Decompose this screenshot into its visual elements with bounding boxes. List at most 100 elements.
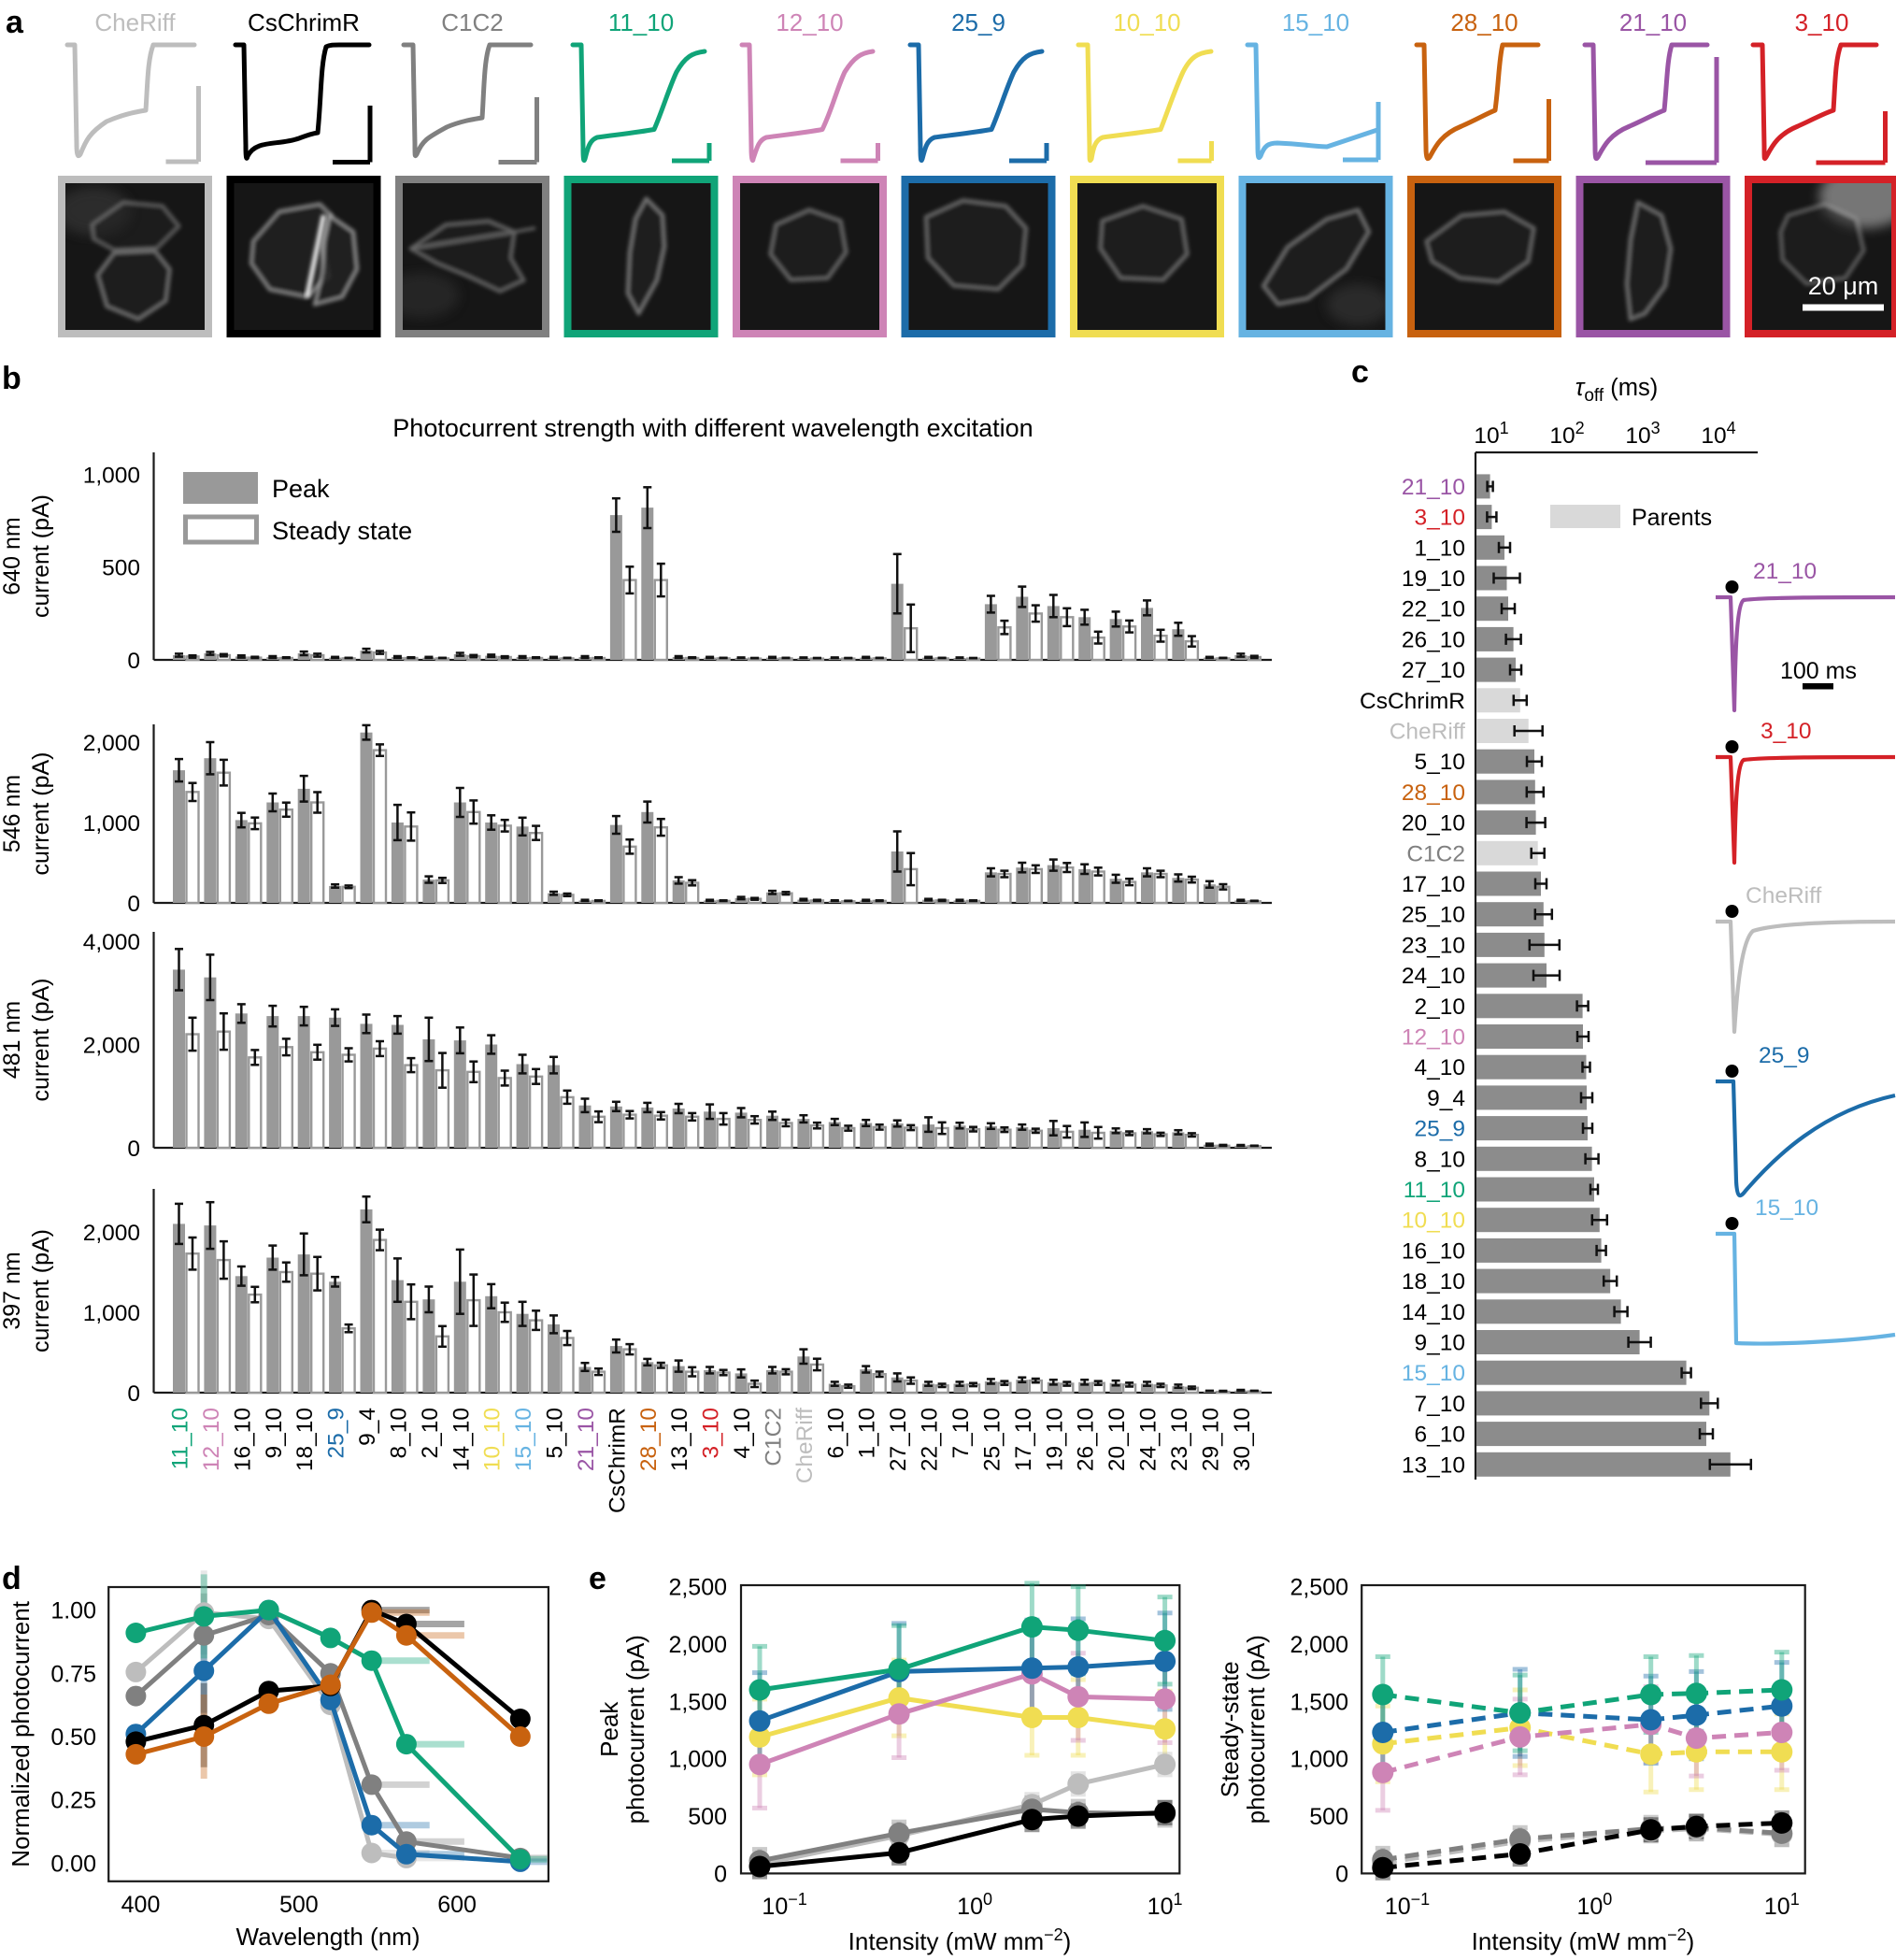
svg-text:13_10: 13_10 [1402,1452,1465,1478]
svg-text:13_10: 13_10 [667,1408,692,1471]
svg-text:23_10: 23_10 [1402,933,1465,958]
svg-text:500: 500 [1309,1804,1348,1830]
svg-text:23_10: 23_10 [1167,1408,1192,1471]
svg-text:1,500: 1,500 [668,1689,727,1715]
svg-text:current (pA): current (pA) [28,752,54,876]
svg-text:9_4: 9_4 [355,1408,380,1446]
svg-text:546 nm: 546 nm [0,775,25,852]
svg-text:0: 0 [127,649,140,674]
svg-text:4_10: 4_10 [730,1408,755,1459]
svg-text:0.00: 0.00 [50,1851,96,1877]
svg-text:6_10: 6_10 [1414,1423,1465,1448]
svg-text:0: 0 [1335,1861,1348,1887]
svg-text:9_10: 9_10 [1414,1331,1465,1356]
svg-text:2,000: 2,000 [83,731,140,756]
svg-text:500: 500 [688,1804,727,1830]
svg-text:4,000: 4,000 [83,930,140,955]
svg-text:400: 400 [121,1892,161,1918]
svg-text:100 ms: 100 ms [1780,658,1857,684]
svg-text:2,000: 2,000 [83,1034,140,1059]
svg-text:12_10: 12_10 [1402,1025,1465,1051]
svg-text:10_10: 10_10 [1113,8,1180,36]
svg-text:d: d [2,1561,21,1596]
svg-text:CsChrimR: CsChrimR [605,1408,630,1513]
svg-text:10−1: 10−1 [762,1890,806,1920]
svg-text:20_10: 20_10 [1402,811,1465,837]
svg-text:21_10: 21_10 [1402,475,1465,500]
svg-text:C1C2: C1C2 [762,1408,787,1466]
svg-text:2,000: 2,000 [668,1632,727,1658]
svg-text:25_10: 25_10 [1402,903,1465,928]
svg-text:Steady state: Steady state [272,517,412,545]
svg-text:Parents: Parents [1632,505,1712,531]
svg-text:2,500: 2,500 [668,1575,727,1601]
svg-text:19_10: 19_10 [1042,1408,1067,1471]
svg-text:25_9: 25_9 [1759,1043,1810,1068]
svg-text:1,500: 1,500 [1290,1689,1348,1715]
svg-text:a: a [6,5,24,40]
svg-text:9_10: 9_10 [262,1408,287,1459]
svg-text:2_10: 2_10 [1414,994,1465,1020]
svg-text:500: 500 [102,556,140,581]
svg-text:21_10: 21_10 [1619,8,1687,36]
svg-text:14_10: 14_10 [449,1408,474,1471]
svg-text:0: 0 [127,1381,140,1407]
svg-text:5_10: 5_10 [1414,750,1465,775]
svg-text:current (pA): current (pA) [28,1229,54,1352]
svg-text:0.75: 0.75 [50,1661,96,1687]
svg-text:current (pA): current (pA) [28,979,54,1102]
svg-text:3_10: 3_10 [1761,719,1812,744]
svg-text:11_10: 11_10 [1404,1178,1465,1203]
svg-text:CheRiff: CheRiff [1746,883,1821,908]
svg-text:Normalized photocurrent: Normalized photocurrent [7,1600,35,1867]
svg-text:20_10: 20_10 [1105,1408,1130,1471]
svg-text:3_10: 3_10 [1795,8,1849,36]
svg-text:17_10: 17_10 [1011,1408,1036,1471]
svg-text:28_10: 28_10 [1450,8,1518,36]
svg-text:7_10: 7_10 [948,1408,974,1459]
svg-text:e: e [589,1561,606,1596]
svg-text:15_10: 15_10 [511,1408,536,1471]
svg-text:27_10: 27_10 [1402,658,1465,683]
svg-text:7_10: 7_10 [1414,1392,1465,1417]
svg-text:17_10: 17_10 [1402,872,1465,897]
svg-text:25_9: 25_9 [1414,1117,1465,1142]
svg-text:9_4: 9_4 [1427,1086,1465,1111]
svg-text:c: c [1351,354,1369,390]
svg-text:current (pA): current (pA) [28,494,54,618]
svg-text:b: b [2,361,21,396]
svg-text:1,000: 1,000 [1290,1747,1348,1773]
svg-text:25_9: 25_9 [324,1408,349,1459]
svg-text:26_10: 26_10 [1402,627,1465,652]
svg-text:500: 500 [279,1892,319,1918]
svg-text:25_9: 25_9 [951,8,1005,36]
svg-text:2,000: 2,000 [1290,1632,1348,1658]
svg-text:2,500: 2,500 [1290,1575,1348,1601]
svg-text:0: 0 [714,1861,727,1887]
svg-text:26_10: 26_10 [1074,1408,1099,1471]
svg-text:CheRiff: CheRiff [792,1408,818,1483]
svg-text:12_10: 12_10 [776,8,843,36]
svg-text:16_10: 16_10 [230,1408,255,1471]
svg-text:10_10: 10_10 [480,1408,506,1471]
svg-text:25_10: 25_10 [979,1408,1005,1471]
svg-text:15_10: 15_10 [1402,1361,1465,1386]
svg-text:11_10: 11_10 [168,1408,193,1469]
svg-text:10_10: 10_10 [1402,1209,1465,1234]
svg-text:Steady-state: Steady-state [1216,1661,1244,1797]
svg-text:1_10: 1_10 [855,1408,880,1459]
svg-text:1,000: 1,000 [83,1301,140,1326]
svg-text:27_10: 27_10 [886,1408,911,1471]
svg-text:6_10: 6_10 [823,1408,848,1459]
svg-text:CsChrimR: CsChrimR [1360,689,1465,714]
svg-text:CsChrimR: CsChrimR [248,8,360,36]
svg-text:0: 0 [127,1137,140,1162]
svg-text:3_10: 3_10 [699,1408,724,1459]
svg-text:C1C2: C1C2 [441,8,503,36]
svg-text:24_10: 24_10 [1402,964,1465,989]
svg-text:14_10: 14_10 [1402,1300,1465,1325]
svg-text:21_10: 21_10 [574,1408,599,1471]
svg-text:16_10: 16_10 [1402,1238,1465,1264]
svg-text:C1C2: C1C2 [1406,841,1465,866]
svg-text:3_10: 3_10 [1414,506,1465,531]
